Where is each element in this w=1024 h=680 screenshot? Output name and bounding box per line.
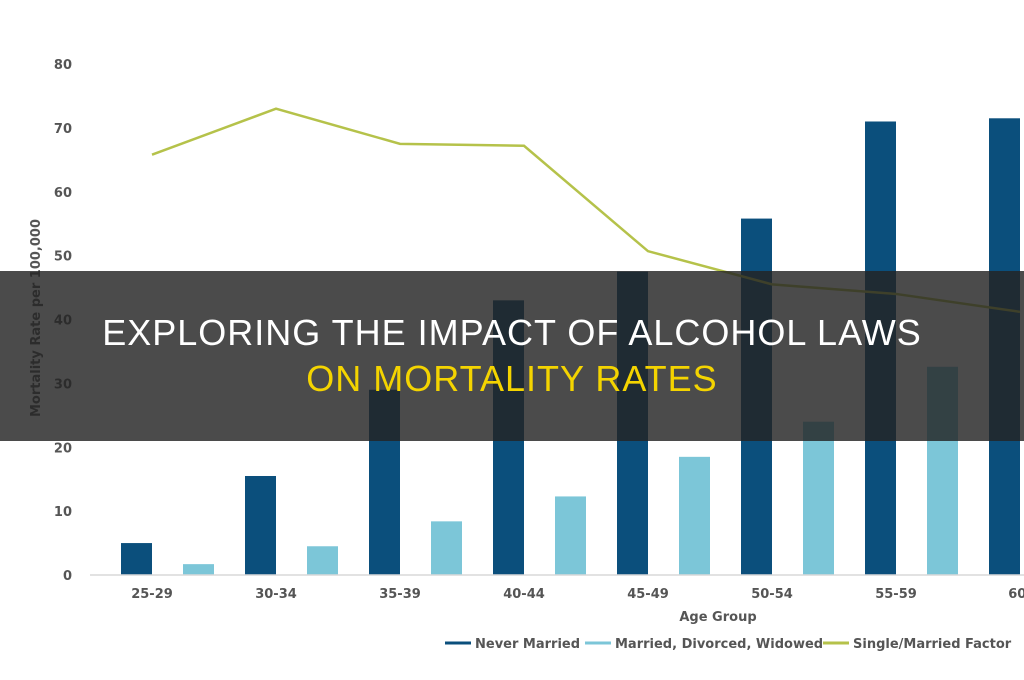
bar-married-divorced-widowed — [431, 521, 462, 575]
legend-label: Married, Divorced, Widowed — [615, 637, 823, 652]
x-tick-label: 55-59 — [875, 587, 917, 602]
y-tick-label: 60 — [54, 186, 72, 201]
bar-never-married — [121, 543, 152, 575]
x-tick-label: 35-39 — [379, 587, 421, 602]
bar-married-divorced-widowed — [307, 546, 338, 575]
x-tick-label: 45-49 — [627, 587, 669, 602]
y-tick-label: 20 — [54, 441, 72, 456]
headline-banner: EXPLORING THE IMPACT OF ALCOHOL LAWS ON … — [0, 271, 1024, 441]
x-axis-title: Age Group — [679, 610, 756, 625]
headline-line-1: EXPLORING THE IMPACT OF ALCOHOL LAWS — [102, 312, 922, 353]
legend: Never Married Married, Divorced, Widowed S… — [445, 637, 1012, 652]
legend-label: Never Married — [475, 637, 580, 652]
y-tick-label: 0 — [63, 569, 72, 584]
bar-married-divorced-widowed — [803, 421, 834, 575]
headline-line-2: ON MORTALITY RATES — [306, 358, 718, 399]
bar-never-married — [245, 475, 276, 575]
x-tick-label: 40-44 — [503, 587, 545, 602]
y-tick-label: 80 — [54, 58, 72, 73]
x-tick-label: 50-54 — [751, 587, 793, 602]
y-tick-label: 70 — [54, 122, 72, 137]
x-tick-label: 60- — [1008, 587, 1024, 602]
bar-married-divorced-widowed — [555, 496, 586, 575]
x-tick-label: 30-34 — [255, 587, 297, 602]
y-tick-label: 50 — [54, 250, 72, 265]
bar-married-divorced-widowed — [183, 564, 214, 575]
y-tick-label: 10 — [54, 505, 72, 520]
bar-married-divorced-widowed — [679, 456, 710, 575]
x-tick-label: 25-29 — [131, 587, 173, 602]
legend-label: Single/Married Factor — [853, 637, 1012, 652]
x-axis: 25-29 30-34 35-39 40-44 45-49 50-54 55-59 60- — [90, 574, 1024, 602]
